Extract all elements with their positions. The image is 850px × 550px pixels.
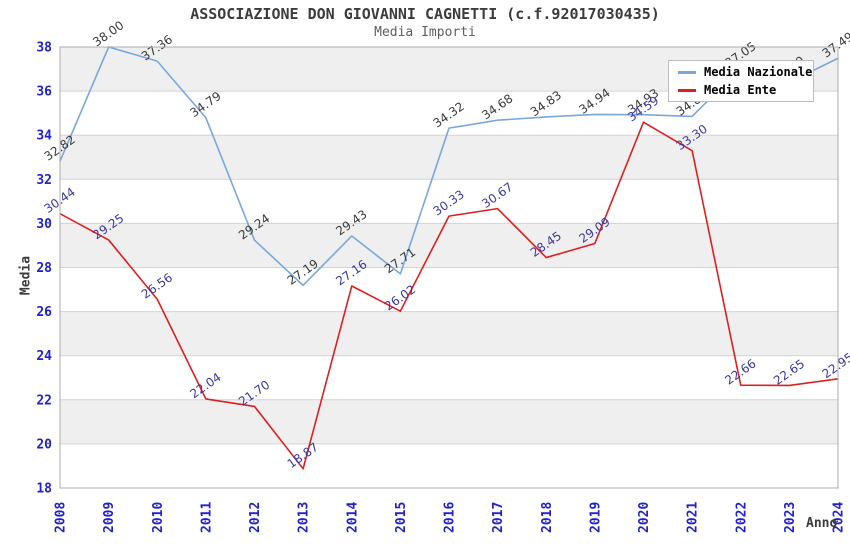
y-tick-label: 22 [36,393,52,408]
x-axis-title: Anno [806,516,838,531]
plot-border [59,46,839,489]
x-tick-label: 2015 [394,502,409,533]
plot-band [60,443,838,488]
x-tick-label: 2020 [637,502,652,533]
y-tick-label: 32 [36,173,52,188]
y-axis-title: Media [18,255,34,296]
legend-swatch-media-nazionale [678,70,696,74]
legend: Media Nazionale Media Ente [668,60,814,102]
x-tick-label: 2011 [199,502,214,533]
x-tick-label: 2012 [248,502,263,533]
legend-swatch-media-ente [678,88,696,92]
x-tick-label: 2013 [297,502,312,533]
y-tick-label: 26 [36,305,52,320]
x-tick-label: 2024 [832,502,847,533]
y-tick-label: 18 [36,482,52,497]
x-tick-label: 2009 [102,502,117,533]
y-tick-label: 38 [36,41,52,56]
x-tick-label: 2016 [443,502,458,533]
chart-subtitle: Media Importi [374,25,476,40]
plot-band [60,135,838,180]
y-tick-label: 20 [36,437,52,452]
plot-band [60,311,838,356]
x-tick-labels: 2008 2009 2010 2011 2012 2013 2014 2015 2016 2017… [54,502,847,533]
y-tick-label: 28 [36,261,52,276]
y-tick-label: 30 [36,217,52,232]
plot-band [60,223,838,268]
x-tick-label: 2014 [345,502,360,533]
x-tick-label: 2023 [783,502,798,533]
x-tick-label: 2018 [540,502,555,533]
legend-label: Media Ente [704,83,777,97]
y-tick-label: 24 [36,349,52,364]
legend-label: Media Nazionale [704,65,813,79]
x-tick-label: 2017 [491,502,506,533]
x-tick-label: 2022 [734,502,749,533]
plot-band [60,267,838,312]
legend-item-media-ente: Media Ente [669,83,813,97]
y-tick-label: 36 [36,85,52,100]
x-tick-label: 2010 [151,502,166,533]
x-tick-label: 2008 [54,502,69,533]
y-tick-labels: 18 20 22 24 26 28 30 32 34 36 38 [36,41,52,497]
legend-item-media-nazionale: Media Nazionale [669,65,813,79]
y-tick-label: 34 [36,129,52,144]
chart-title: ASSOCIAZIONE DON GIOVANNI CAGNETTI (c.f.… [190,5,660,23]
plot-band [60,355,838,400]
x-tick-label: 2021 [686,502,701,533]
point-label: 38.00 [90,18,126,49]
series-line-media-ente [59,121,839,470]
plot-band [60,399,838,444]
x-tick-label: 2019 [588,502,603,533]
